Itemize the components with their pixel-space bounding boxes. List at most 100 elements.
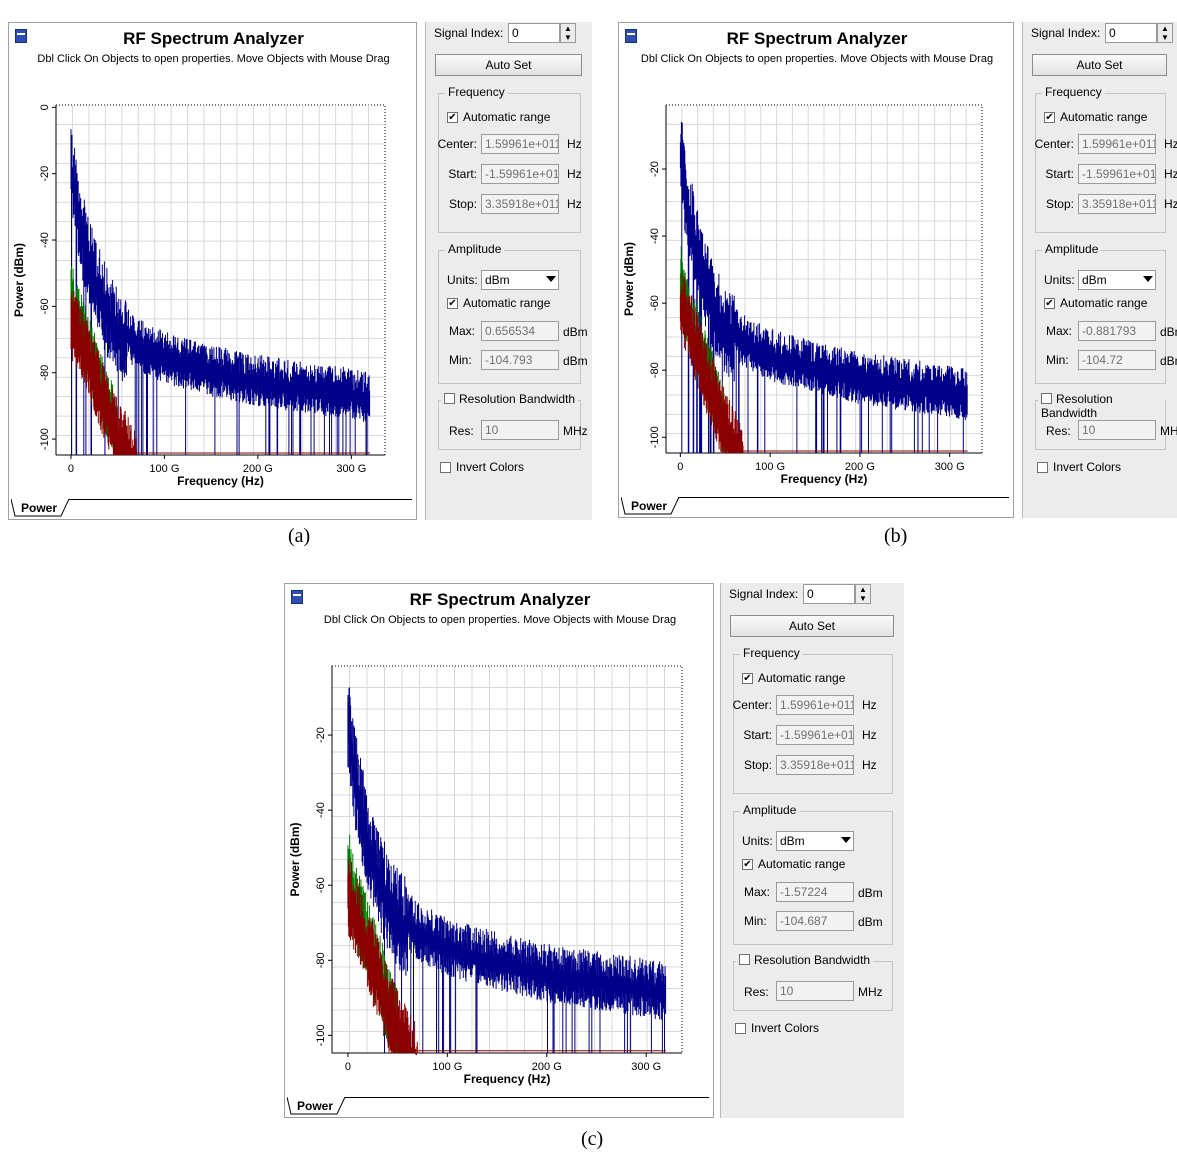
frequency-stop-field[interactable]: 3.35918e+011 [776,755,854,775]
power-spectrum-chart[interactable]: 0 100 G 200 G 300 G 0 -20 -40 -60 -80 -100 Frequen… [9,23,418,521]
frequency-center-unit: Hz [1164,137,1177,151]
invert-colors-label: Invert Colors [456,460,525,474]
amplitude-min-label: Min: [1046,353,1069,367]
units-select[interactable]: dBm [1078,270,1156,290]
spectrum-analyzer-a: RF Spectrum Analyzer Dbl Click On Objects… [8,22,592,520]
tab-label: Power [297,1099,334,1113]
frequency-stop-unit: Hz [862,758,877,772]
spectrum-analyzer-b: RF Spectrum Analyzer Dbl Click On Objects… [618,22,1177,518]
res-field[interactable]: 10 [776,981,854,1001]
amplitude-max-unit: dBm [563,325,588,339]
signal-index-label: Signal Index: [729,587,799,601]
frequency-center-field[interactable]: 1.59961e+011 [776,695,854,715]
resolution-bandwidth-legend: Resolution Bandwidth [1038,392,1165,420]
tab-strip-line [679,497,1009,498]
figure-caption-c: (c) [581,1128,604,1150]
plot-window[interactable]: RF Spectrum Analyzer Dbl Click On Objects… [8,22,417,520]
amplitude-min-field[interactable]: -104.793 [481,350,559,370]
x-tick-label: 0 [677,461,683,473]
plot-window[interactable]: RF Spectrum Analyzer Dbl Click On Objects… [284,583,714,1118]
invert-colors-checkbox[interactable] [440,462,451,473]
frequency-start-label: Start: [448,167,477,181]
amplitude-max-field[interactable]: -1.57224 [776,882,854,902]
power-spectrum-chart[interactable]: 0 100 G 200 G 300 G -20 -40 -60 -80 -100 Frequenc… [285,584,715,1119]
resolution-bandwidth-legend: Resolution Bandwidth [441,392,579,406]
frequency-center-unit: Hz [567,137,582,151]
power-spectrum-chart[interactable]: 0 100 G 200 G 300 G -20 -40 -60 -80 -100 Frequenc… [619,23,1015,519]
invert-colors-checkbox[interactable] [1037,462,1048,473]
frequency-start-label: Start: [743,728,772,742]
tab-power[interactable]: Power [287,1097,349,1115]
chevron-down-icon[interactable]: ▼ [859,594,867,603]
resolution-bandwidth-group: Resolution Bandwidth Res: 10 MHz [438,392,588,450]
resolution-bandwidth-checkbox[interactable] [444,393,455,404]
amplitude-auto-range-checkbox[interactable]: ✔ [1044,298,1055,309]
frequency-auto-range-checkbox[interactable]: ✔ [1044,112,1055,123]
chevron-up-icon[interactable]: ▲ [564,24,572,33]
x-tick-label: 100 G [755,461,785,473]
frequency-auto-range-label: Automatic range [463,110,551,124]
chevron-down-icon[interactable] [841,837,851,843]
frequency-start-field[interactable]: -1.59961e+010 [776,725,854,745]
res-field[interactable]: 10 [1078,420,1156,440]
invert-colors-checkbox[interactable] [735,1023,746,1034]
invert-colors-label: Invert Colors [1053,460,1122,474]
res-field[interactable]: 10 [481,420,559,440]
units-select[interactable]: dBm [481,270,559,290]
auto-set-button[interactable]: Auto Set [730,615,894,637]
chevron-down-icon[interactable]: ▼ [1161,33,1169,42]
signal-index-input[interactable]: 0 [803,584,855,604]
amplitude-max-field[interactable]: 0.656534 [481,321,559,341]
auto-set-button[interactable]: Auto Set [1032,54,1167,76]
amplitude-auto-range-checkbox[interactable]: ✔ [447,298,458,309]
chevron-up-icon[interactable]: ▲ [1161,24,1169,33]
signal-index-stepper[interactable]: ▲ ▼ [1157,23,1173,43]
units-select[interactable]: dBm [776,831,854,851]
units-select-value: dBm [485,273,510,287]
frequency-start-field[interactable]: -1.59961e+010 [1078,164,1156,184]
chevron-down-icon[interactable] [1143,276,1153,282]
x-tick-label: 300 G [631,1061,661,1073]
units-label: Units: [742,834,773,848]
res-unit: MHz [858,985,883,999]
signal-index-input[interactable]: 0 [1105,23,1157,43]
frequency-auto-range-checkbox[interactable]: ✔ [447,112,458,123]
x-tick-label: 0 [68,463,74,475]
tab-strip-line [345,1097,709,1098]
chevron-down-icon[interactable]: ▼ [564,33,572,42]
auto-set-button[interactable]: Auto Set [435,54,582,76]
chevron-down-icon[interactable] [546,276,556,282]
window-title: RF Spectrum Analyzer [726,29,908,48]
amplitude-min-field[interactable]: -104.72 [1078,350,1156,370]
frequency-center-field[interactable]: 1.59961e+011 [1078,134,1156,154]
signal-index-input[interactable]: 0 [508,23,560,43]
amplitude-auto-range-checkbox[interactable]: ✔ [742,859,753,870]
window-subtitle: Dbl Click On Objects to open properties.… [640,53,994,65]
amplitude-min-unit: dBm [858,915,883,929]
trace-series-3 [70,290,137,456]
amplitude-min-unit: dBm [1160,354,1177,368]
resolution-bandwidth-checkbox[interactable] [739,954,750,965]
signal-index-stepper[interactable]: ▲ ▼ [855,584,871,604]
resolution-bandwidth-label: Resolution Bandwidth [1041,392,1113,420]
frequency-stop-field[interactable]: 3.35918e+011 [1078,194,1156,214]
signal-index-stepper[interactable]: ▲ ▼ [560,23,576,43]
frequency-start-field[interactable]: -1.59961e+010 [481,164,559,184]
y-tick-label: -60 [315,877,327,893]
res-label: Res: [449,424,474,438]
tab-power[interactable]: Power [11,499,73,517]
plot-window[interactable]: RF Spectrum Analyzer Dbl Click On Objects… [618,22,1014,518]
frequency-auto-range-checkbox[interactable]: ✔ [742,673,753,684]
tab-power[interactable]: Power [621,497,683,515]
x-axis-label: Frequency (Hz) [781,472,868,486]
res-label: Res: [744,985,769,999]
amplitude-max-field[interactable]: -0.881793 [1078,321,1156,341]
resolution-bandwidth-checkbox[interactable] [1041,393,1052,404]
figure-caption-b: (b) [884,525,908,547]
chevron-up-icon[interactable]: ▲ [859,585,867,594]
amplitude-min-field[interactable]: -104.687 [776,911,854,931]
frequency-center-field[interactable]: 1.59961e+011 [481,134,559,154]
tab-label: Power [631,499,668,513]
window-icon [291,590,303,604]
frequency-stop-field[interactable]: 3.35918e+011 [481,194,559,214]
